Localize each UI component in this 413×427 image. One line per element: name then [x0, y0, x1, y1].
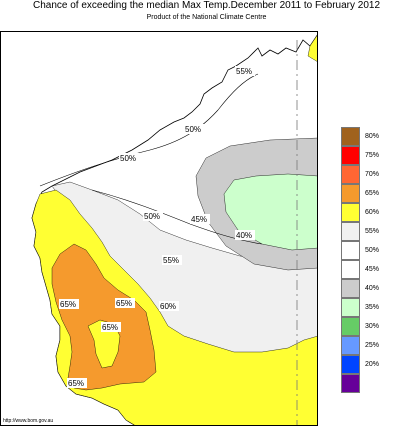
label-55-north: 55%	[236, 67, 252, 76]
map-area: 55% 50% 50% 50% 45% 40% 55% 60% 65% 65% …	[0, 31, 318, 426]
wa-map: 55% 50% 50% 50% 45% 40% 55% 60% 65% 65% …	[0, 31, 318, 426]
label-45: 45%	[191, 215, 207, 224]
legend-swatch	[341, 336, 360, 355]
legend-swatch	[341, 260, 360, 279]
legend-label: 45%	[365, 266, 380, 273]
region-65	[51, 243, 157, 391]
legend-label: 50%	[365, 247, 380, 254]
source-url: http://www.bom.gov.au	[3, 418, 54, 424]
legend-swatch	[341, 146, 360, 165]
legend-label: 70%	[365, 171, 380, 178]
legend-swatch	[341, 184, 360, 203]
legend-label: 30%	[365, 323, 380, 330]
legend-label: 35%	[365, 304, 380, 311]
label-60: 60%	[160, 302, 176, 311]
label-50-c: 50%	[144, 212, 160, 221]
legend-swatch	[341, 279, 360, 298]
legend-label: 65%	[365, 190, 380, 197]
legend-swatch	[341, 298, 360, 317]
label-65-b: 65%	[116, 299, 132, 308]
label-65-c: 65%	[102, 323, 118, 332]
region-60-ne	[307, 33, 318, 63]
map-title: Chance of exceeding the median Max Temp.…	[32, 0, 381, 11]
legend-swatch	[341, 203, 360, 222]
label-40: 40%	[236, 231, 252, 240]
legend-swatch	[341, 127, 360, 146]
legend-swatch	[341, 317, 360, 336]
legend-swatch	[341, 241, 360, 260]
legend-label: 20%	[365, 361, 380, 368]
legend-label: 60%	[365, 209, 380, 216]
label-65-a: 65%	[60, 300, 76, 309]
legend-swatch	[341, 165, 360, 184]
legend-swatch	[341, 355, 360, 374]
label-50-a: 50%	[185, 125, 201, 134]
label-55-mid: 55%	[163, 256, 179, 265]
legend-label: 40%	[365, 285, 380, 292]
contour-50	[39, 73, 259, 187]
label-50-b: 50%	[120, 154, 136, 163]
legend-label: 75%	[365, 152, 380, 159]
legend-label: 25%	[365, 342, 380, 349]
legend-label: 80%	[365, 133, 380, 140]
legend-swatch	[341, 222, 360, 241]
map-subtitle: Product of the National Climate Centre	[146, 14, 267, 21]
legend-label: 55%	[365, 228, 380, 235]
legend-swatch	[341, 374, 360, 393]
label-65-d: 65%	[68, 379, 84, 388]
